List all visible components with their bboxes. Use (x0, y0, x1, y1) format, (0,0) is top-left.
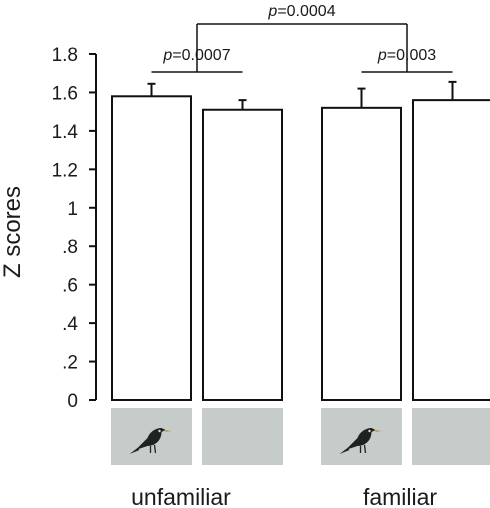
group-label-unfamiliar: unfamiliar (131, 484, 231, 508)
sig-label: p=0.0007 (162, 47, 230, 64)
stimulus-panels (111, 408, 490, 465)
bird-icon (129, 428, 172, 454)
sig-label: p=0.0004 (267, 3, 335, 20)
stimulus-panel (412, 408, 490, 465)
stimulus-panel (202, 408, 283, 465)
y-axis-label: Z scores (0, 186, 26, 278)
sig-label: p=0.003 (377, 47, 436, 64)
y-tick-label: 1.8 (52, 45, 78, 66)
p-value: =0.0007 (172, 47, 230, 64)
y-tick-label: 1.6 (52, 83, 78, 104)
bird-icon (339, 428, 382, 454)
y-axis: 0 .2 .4 .6 .8 1 1.2 1.4 1.6 1.8 (52, 45, 97, 412)
y-tick-label: .6 (62, 276, 78, 297)
y-tick-label: .2 (62, 353, 78, 374)
y-tick-label: .8 (62, 237, 78, 258)
y-tick-label: 0 (67, 391, 78, 412)
p-value: =0.003 (387, 47, 436, 64)
bar (111, 95, 192, 402)
p-value: =0.0004 (277, 3, 335, 20)
y-tick-label: .4 (62, 314, 78, 335)
y-tick-label: 1.2 (52, 160, 78, 181)
bar (321, 106, 402, 401)
p-symbol: p (162, 47, 172, 64)
p-symbol: p (267, 3, 277, 20)
bar (412, 99, 490, 401)
bar (202, 108, 283, 401)
p-symbol: p (377, 47, 387, 64)
y-tick-label: 1.4 (52, 122, 79, 143)
group-label-familiar: familiar (363, 484, 437, 508)
bars (111, 80, 490, 402)
y-tick-label: 1 (67, 199, 78, 220)
